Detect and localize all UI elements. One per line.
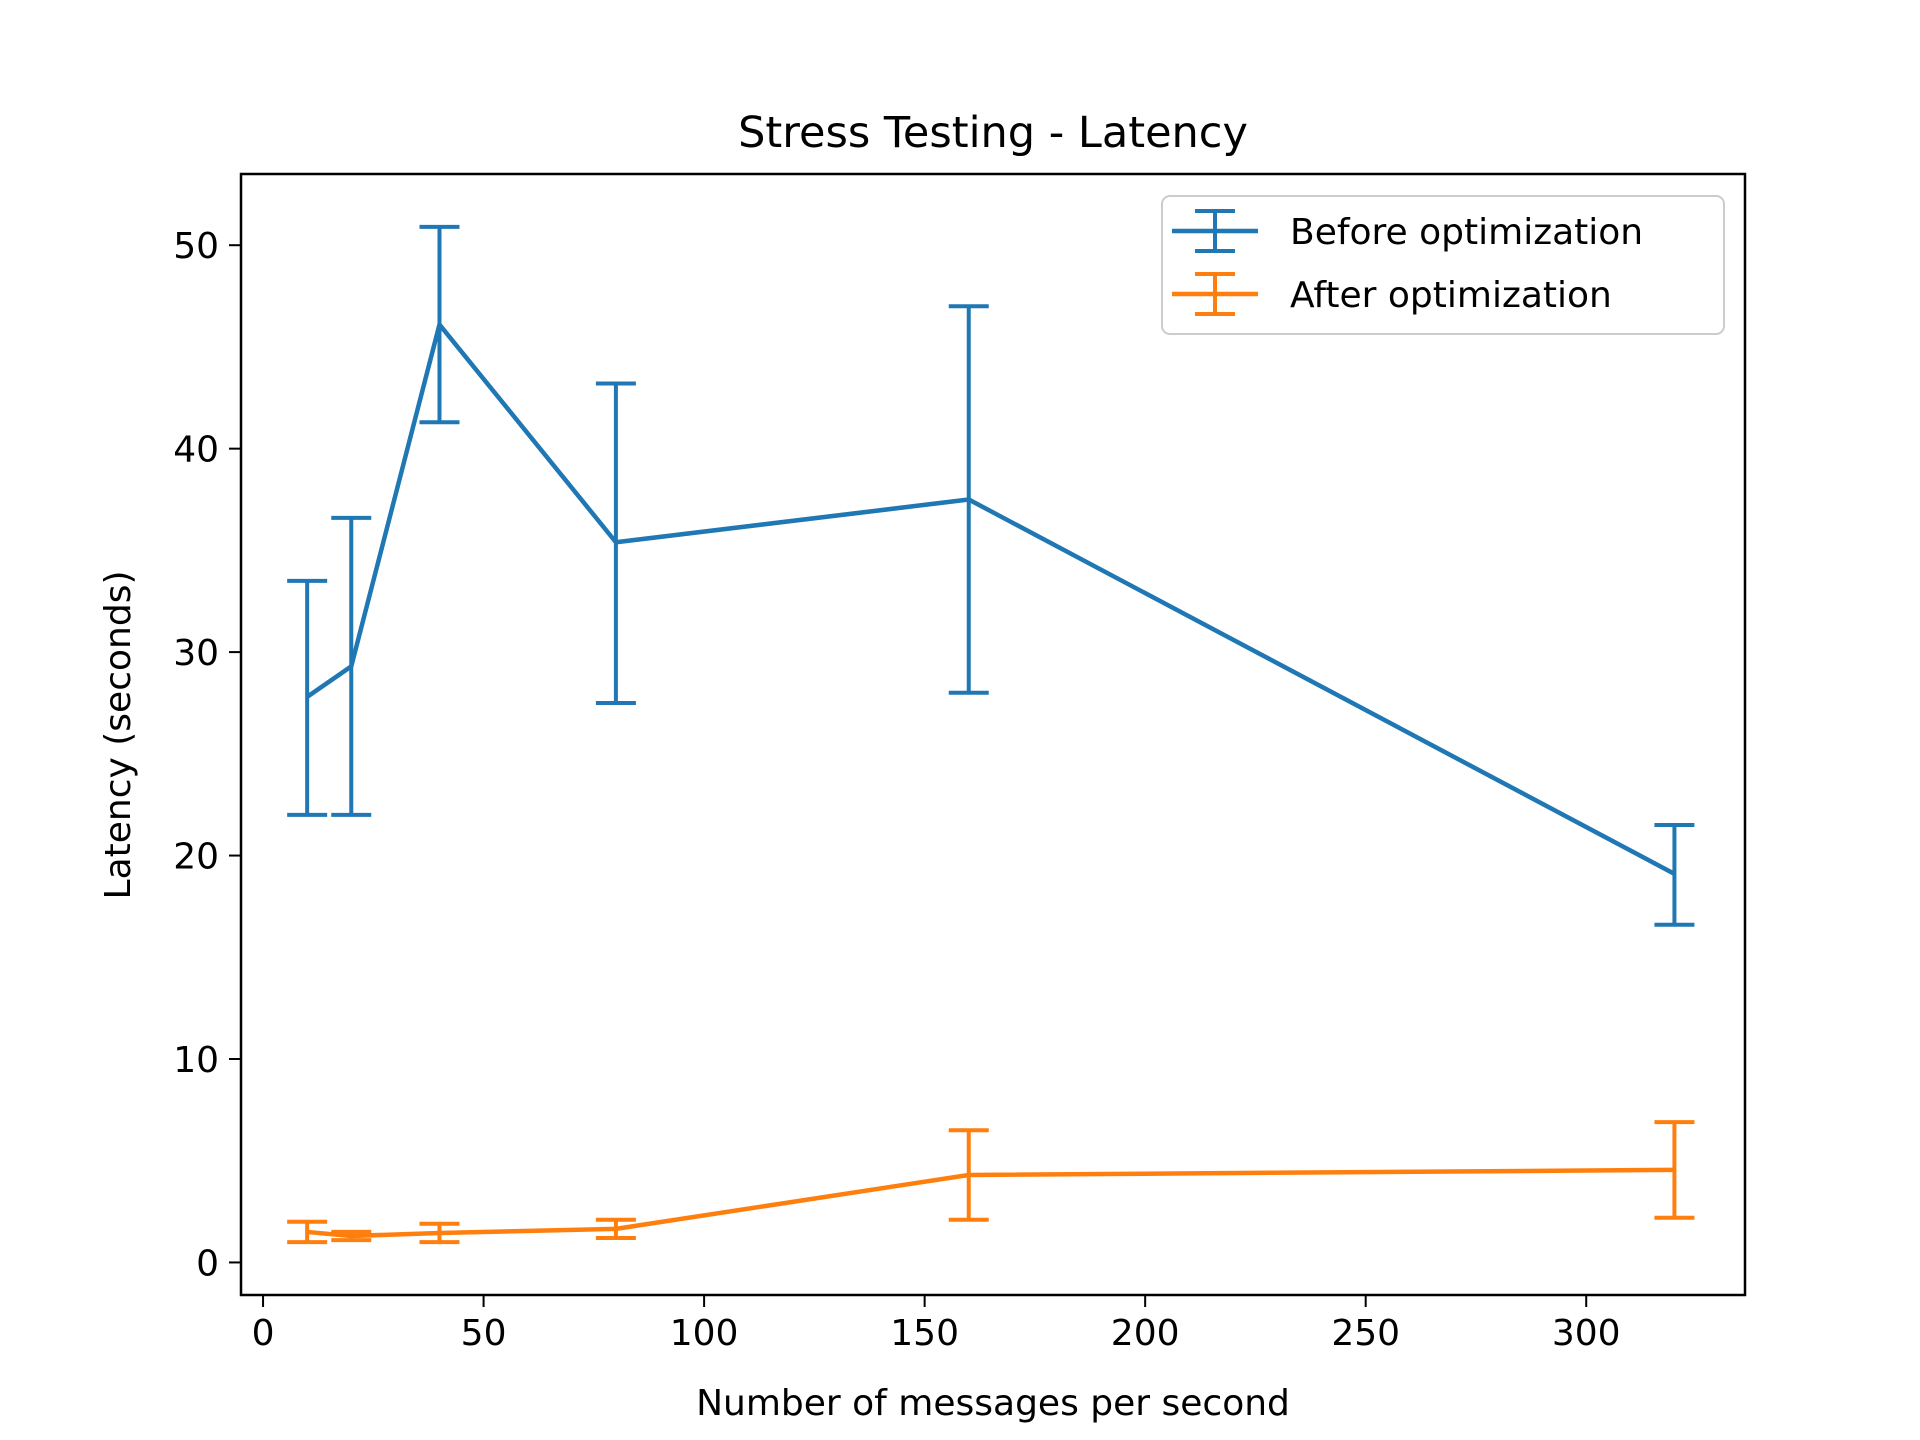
x-tick-label: 250	[1331, 1313, 1400, 1354]
plot-area	[287, 224, 1695, 1245]
legend-box	[1161, 195, 1725, 335]
y-axis-label: Latency (seconds)	[98, 571, 139, 900]
y-tick-label: 30	[173, 633, 219, 674]
y-tick-label: 20	[173, 837, 219, 878]
legend-entry: Before optimization	[1172, 209, 1643, 253]
chart-title: Stress Testing - Latency	[738, 108, 1248, 158]
x-tick-label: 300	[1552, 1313, 1621, 1354]
y-tick-label: 40	[173, 430, 219, 471]
y-tick-label: 0	[196, 1243, 219, 1284]
series-2	[287, 1120, 1695, 1245]
legend-label: Before optimization	[1290, 212, 1643, 253]
legend-label: After optimization	[1290, 275, 1612, 316]
series-line	[306, 1167, 1675, 1239]
series-line	[305, 322, 1676, 876]
x-tick-label: 150	[890, 1313, 959, 1354]
x-tick-label: 200	[1111, 1313, 1180, 1354]
x-tick-label: 0	[252, 1313, 275, 1354]
x-axis-label: Number of messages per second	[696, 1383, 1290, 1424]
legend-entry: After optimization	[1172, 272, 1612, 316]
y-tick-label: 50	[173, 226, 219, 267]
y-tick-label: 10	[173, 1040, 219, 1081]
legend: Before optimization After optimization	[1161, 195, 1725, 335]
axes-frame	[239, 172, 1747, 1297]
series-1	[287, 224, 1695, 927]
x-tick-label: 50	[461, 1313, 507, 1354]
x-tick-label: 100	[670, 1313, 739, 1354]
axes: 0 50 100 150 200 250 300 0 10 20 30 40 50	[173, 172, 1747, 1354]
